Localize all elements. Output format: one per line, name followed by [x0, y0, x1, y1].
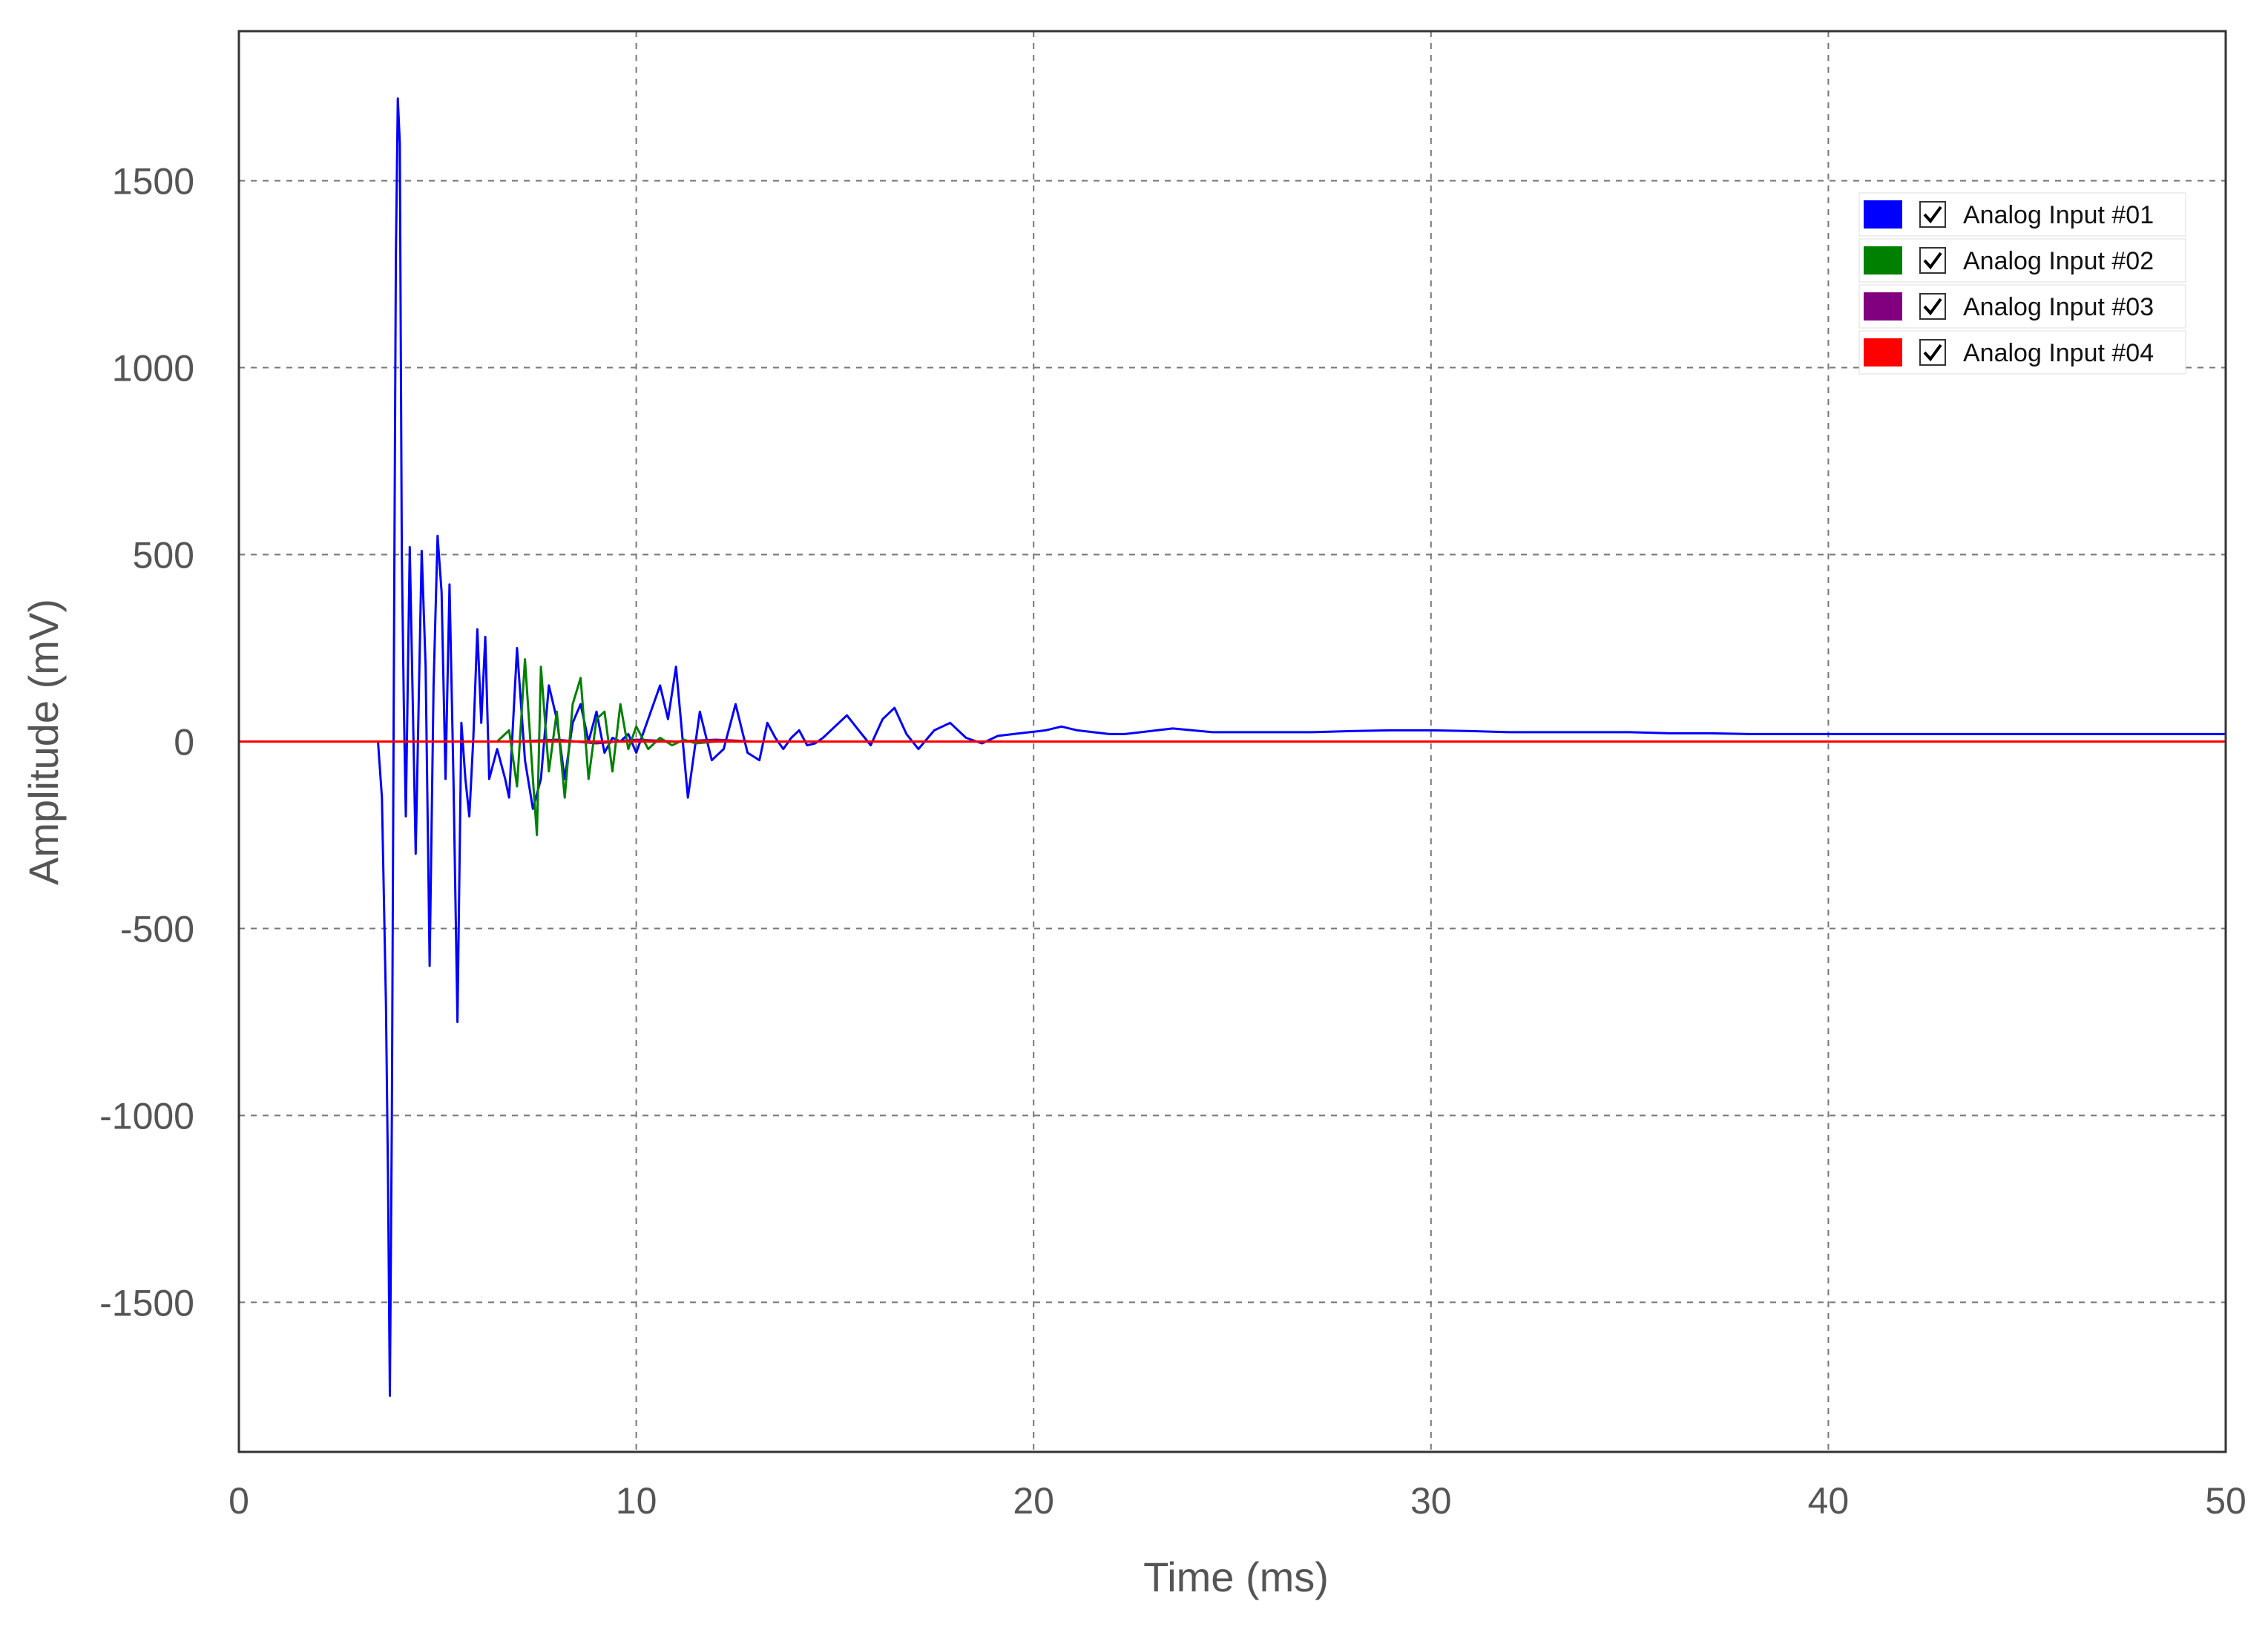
legend-checkbox[interactable]: [1919, 201, 1946, 228]
legend-swatch: [1864, 292, 1902, 321]
legend-swatch: [1864, 338, 1902, 367]
legend-item-1[interactable]: Analog Input #01: [1858, 192, 2186, 237]
legend-checkbox[interactable]: [1919, 339, 1946, 366]
legend-label: Analog Input #03: [1963, 293, 2154, 321]
x-tick-label: 20: [1013, 1480, 1054, 1522]
y-axis-tick-labels: -1500 -1000 -500 0 500 1000 1500: [99, 161, 194, 1324]
series-layer: [239, 97, 2226, 1397]
y-tick-label: -500: [120, 908, 194, 950]
y-tick-label: -1500: [99, 1282, 194, 1324]
legend-label: Analog Input #01: [1963, 201, 2154, 229]
legend-row-background: [1858, 284, 2186, 329]
checkmark-icon: [1923, 298, 1942, 316]
legend-row-background: [1858, 192, 2186, 237]
x-tick-label: 30: [1410, 1480, 1452, 1522]
legend-row-background: [1858, 330, 2186, 375]
y-tick-label: 500: [133, 535, 194, 576]
legend: Analog Input #01 Analog Input #02 Analog I…: [1858, 192, 2186, 375]
legend-swatch: [1864, 200, 1902, 229]
x-axis-title: Time (ms): [1143, 1554, 1329, 1600]
series-line-3: [516, 738, 756, 745]
legend-item-4[interactable]: Analog Input #04: [1858, 330, 2186, 375]
series-line-1: [377, 97, 2226, 1397]
legend-item-2[interactable]: Analog Input #02: [1858, 238, 2186, 283]
checkmark-icon: [1923, 206, 1942, 224]
y-tick-label: 1500: [112, 161, 194, 203]
plot-border: [237, 30, 2227, 1453]
legend-checkbox[interactable]: [1919, 247, 1946, 274]
x-axis-tick-labels: 0 10 20 30 40 50: [229, 1480, 2246, 1522]
legend-checkbox[interactable]: [1919, 293, 1946, 320]
y-tick-label: 1000: [112, 348, 194, 390]
x-tick-label: 10: [616, 1480, 657, 1522]
y-axis-title: Amplitude (mV): [20, 599, 67, 885]
legend-label: Analog Input #02: [1963, 247, 2154, 275]
legend-swatch: [1864, 246, 1902, 275]
checkmark-icon: [1923, 344, 1942, 362]
legend-item-3[interactable]: Analog Input #03: [1858, 284, 2186, 329]
x-tick-label: 50: [2205, 1480, 2246, 1522]
legend-label: Analog Input #04: [1963, 339, 2154, 367]
legend-row-background: [1858, 238, 2186, 283]
y-tick-label: -1000: [99, 1095, 194, 1137]
x-tick-label: 0: [229, 1480, 249, 1522]
y-tick-label: 0: [174, 722, 194, 763]
x-tick-label: 40: [1808, 1480, 1850, 1522]
checkmark-icon: [1923, 252, 1942, 270]
